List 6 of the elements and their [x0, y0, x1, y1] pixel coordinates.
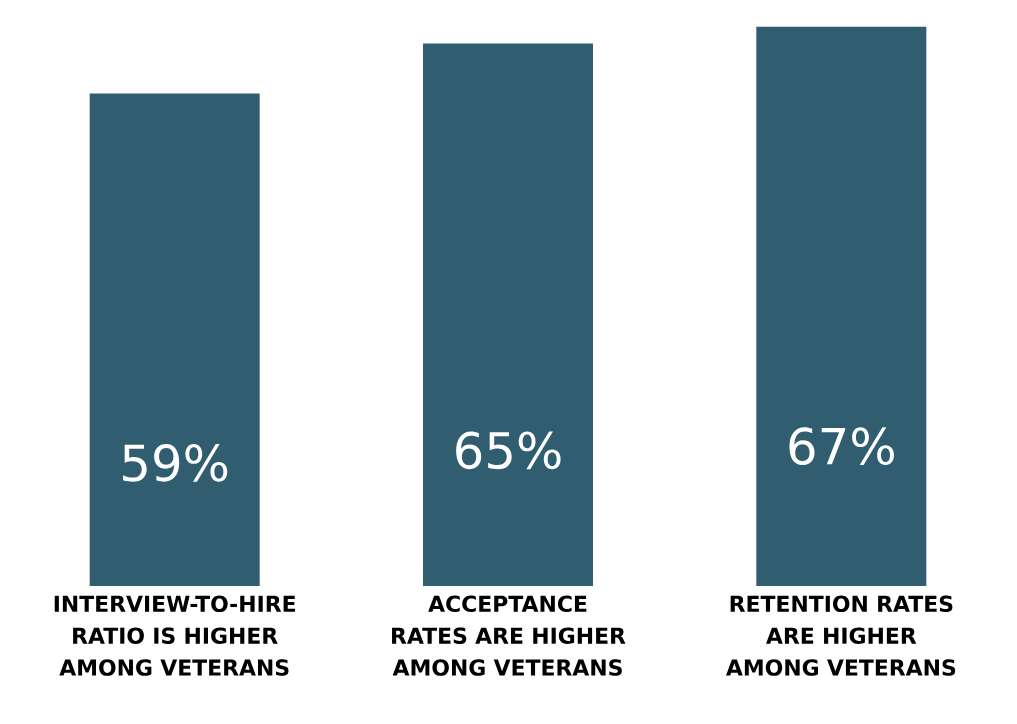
data-label: 59% [123, 444, 228, 482]
data-label: 67% [789, 427, 894, 466]
data-label: 65% [456, 431, 561, 470]
x-tick-label: INTERVIEW-TO-HIRE RATIO IS HIGHER AMONG VETERANS [54, 595, 295, 676]
x-tick-label: ACCEPTANCE RATES ARE HIGHER AMONG VETERANS [392, 595, 626, 676]
x-tick-label: RETENTION RATES ARE HIGHER AMONG VETERANS [726, 595, 956, 676]
